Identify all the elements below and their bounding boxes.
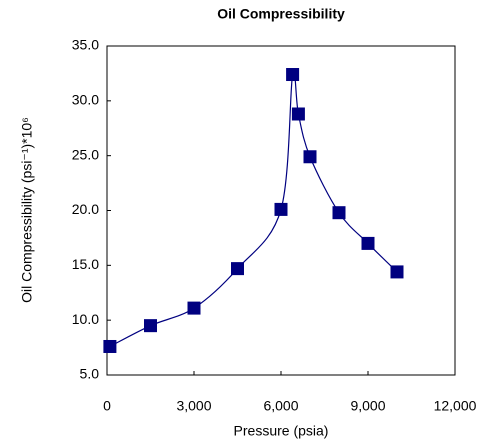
data-marker [231,262,244,276]
y-tick-label: 30.0 [72,92,99,108]
data-line [109,70,398,348]
x-tick-label: 6,000 [263,398,298,414]
y-axis-label: Oil Compressibility (psi⁻¹)*10⁶ [19,117,35,303]
data-marker [291,107,305,121]
x-axis-label: Pressure (psia) [234,423,329,439]
data-marker [144,319,157,333]
y-tick-label: 25.0 [72,146,99,162]
data-marker [390,265,404,279]
y-tick-label: 15.0 [72,256,99,272]
data-marker [286,68,300,82]
data-marker [274,202,288,216]
x-tick-label: 9,000 [350,398,385,414]
data-marker [187,301,201,315]
y-tick-label: 35.0 [72,37,99,53]
y-tick-label: 20.0 [72,201,99,217]
x-tick-label: 0 [103,398,111,414]
y-tick-label: 10.0 [72,311,99,327]
x-tick-label: 12,000 [434,398,477,414]
data-marker [332,206,346,220]
data-marker [361,236,375,250]
data-marker [303,150,317,164]
data-marker [103,339,117,353]
chart-title: Oil Compressibility [217,6,345,22]
x-tick-label: 3,000 [176,398,211,414]
y-tick-label: 5.0 [80,366,100,382]
